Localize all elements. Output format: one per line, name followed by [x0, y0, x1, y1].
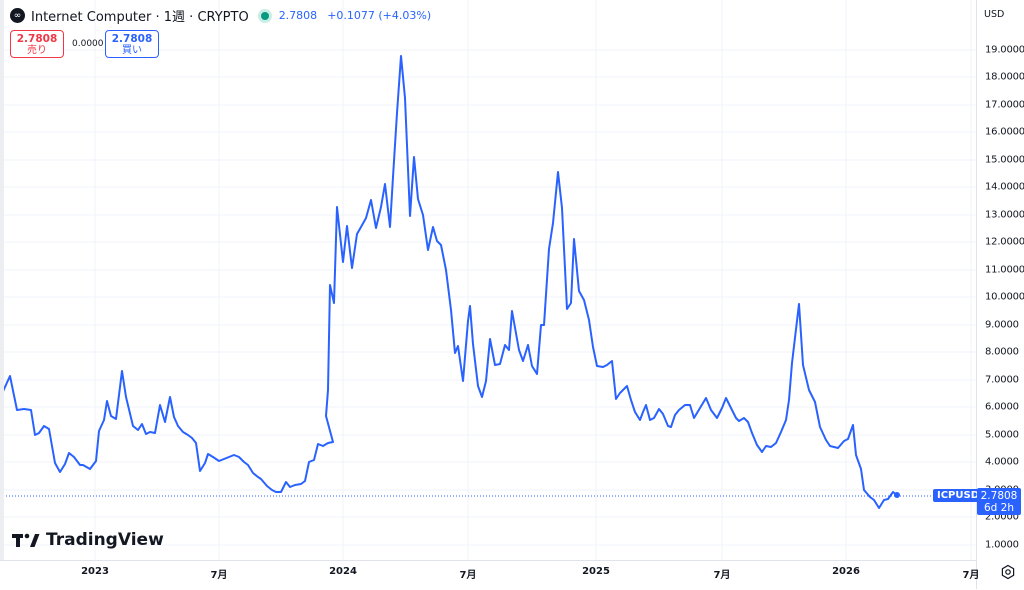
- price-tick-label: 19.0000: [985, 44, 1024, 56]
- price-tick-label: 6.0000: [985, 401, 1019, 413]
- last-price: 2.7808: [278, 9, 318, 22]
- chart-legend-header: ∞ Internet Computer · 1週 · CRYPTO 2.7808…: [10, 6, 431, 25]
- settings-gear-icon[interactable]: [1000, 564, 1016, 580]
- buy-button[interactable]: 2.7808 買い: [105, 30, 159, 58]
- price-tick-label: 15.0000: [985, 154, 1024, 166]
- price-tick-label: 16.0000: [985, 126, 1024, 138]
- market-status-dot[interactable]: [260, 11, 269, 20]
- time-tick-label: 2025: [582, 566, 610, 577]
- buy-label: 買い: [122, 45, 142, 56]
- time-tick-label: 2023: [81, 566, 109, 577]
- sell-price: 2.7808: [16, 33, 58, 45]
- brand-name: TradingView: [46, 530, 164, 550]
- symbol-title[interactable]: Internet Computer · 1週 · CRYPTO: [31, 10, 249, 25]
- price-series-line: [0, 55, 898, 509]
- current-price-value: 2.7808: [980, 490, 1018, 502]
- buy-price: 2.7808: [111, 33, 153, 45]
- bar-countdown: 6d 2h: [983, 502, 1015, 514]
- time-tick-label: 7月: [713, 570, 731, 581]
- time-tick-label: 7月: [459, 570, 477, 581]
- time-axis[interactable]: [0, 560, 976, 590]
- current-price-label: 2.7808 6d 2h: [977, 488, 1021, 515]
- price-tick-label: 14.0000: [985, 181, 1024, 193]
- grid-lines: [0, 0, 976, 560]
- tradingview-logo-icon: [12, 533, 40, 547]
- price-chart-canvas[interactable]: [0, 0, 976, 560]
- price-tick-label: 5.0000: [985, 429, 1019, 441]
- infinity-icon: ∞: [10, 8, 25, 23]
- price-tick-label: 1.0000: [985, 539, 1019, 551]
- price-tick-label: 17.0000: [985, 99, 1024, 111]
- price-tick-label: 10.0000: [985, 291, 1024, 303]
- time-tick-label: 7月: [962, 570, 980, 581]
- currency-label[interactable]: USD: [984, 9, 1005, 20]
- tradingview-logo[interactable]: TradingView: [12, 530, 164, 550]
- sell-button[interactable]: 2.7808 売り: [10, 30, 64, 58]
- price-tick-label: 4.0000: [985, 456, 1019, 468]
- last-price-marker: [894, 492, 900, 498]
- price-tick-label: 8.0000: [985, 346, 1019, 358]
- chart-plot-area[interactable]: [0, 0, 976, 560]
- time-tick-label: 2026: [832, 566, 860, 577]
- price-tick-label: 11.0000: [985, 264, 1024, 276]
- spread-value: 0.0000: [72, 39, 104, 49]
- time-tick-label: 7月: [210, 570, 228, 581]
- price-tick-label: 18.0000: [985, 71, 1024, 83]
- price-change: +0.1077 (+4.03%): [327, 9, 432, 22]
- price-tick-label: 7.0000: [985, 374, 1019, 386]
- price-tick-label: 2.0000: [985, 511, 1019, 523]
- time-tick-label: 2024: [329, 566, 357, 577]
- price-tick-label: 12.0000: [985, 236, 1024, 248]
- price-tick-label: 9.0000: [985, 319, 1019, 331]
- left-edge-strip: [0, 0, 4, 589]
- sell-label: 売り: [27, 45, 47, 56]
- price-tick-label: 13.0000: [985, 209, 1024, 221]
- symbol-price-tag: ICPUSD: [933, 489, 984, 502]
